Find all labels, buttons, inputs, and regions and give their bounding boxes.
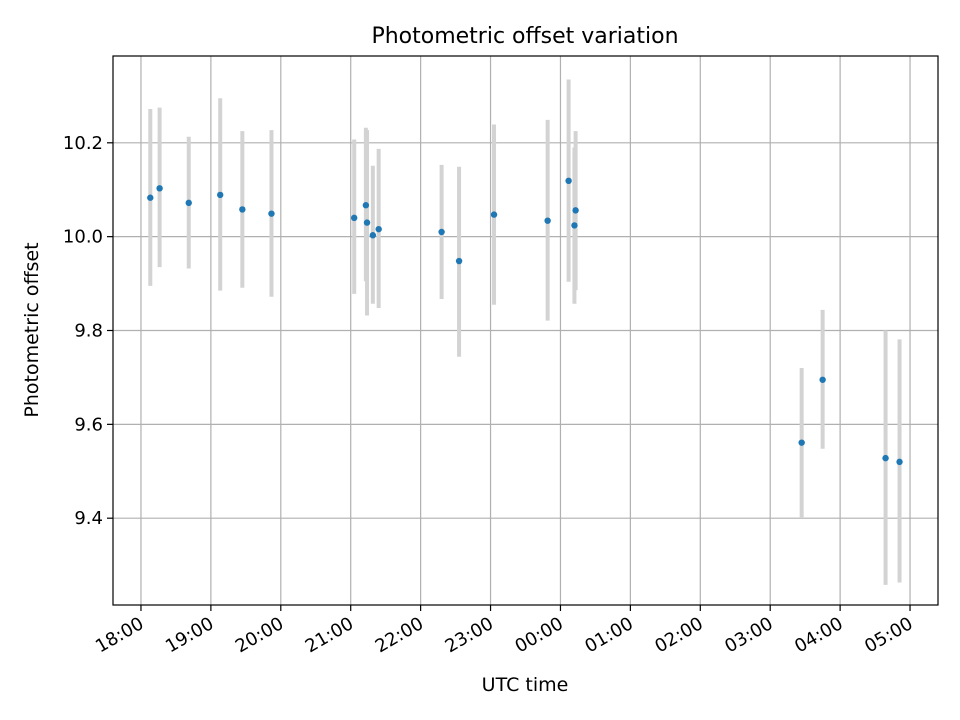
x-tick-label: 03:00 [721, 613, 776, 657]
data-point [351, 214, 358, 222]
data-point [896, 458, 903, 466]
grid [113, 56, 938, 605]
data-point [572, 207, 579, 214]
data-point [217, 191, 224, 199]
data-point [239, 206, 246, 213]
data-point [363, 219, 371, 226]
data-point [798, 439, 805, 446]
data-point [156, 185, 163, 192]
data-point [369, 232, 377, 239]
data-point [268, 210, 275, 217]
y-axis-label: Photometric offset [21, 242, 43, 417]
x-tick-label: 22:00 [372, 613, 427, 657]
data-point [544, 217, 551, 224]
data-point [571, 222, 578, 229]
data-points [147, 177, 903, 466]
data-point [362, 202, 370, 209]
y-tick-label: 9.4 [74, 508, 103, 529]
errorbars [148, 79, 902, 585]
data-point [490, 211, 498, 218]
x-tick-label: 21:00 [302, 613, 357, 657]
y-tick-label: 9.8 [74, 321, 103, 342]
x-axis-label: UTC time [482, 674, 569, 696]
x-axis-ticks: 18:00 19:00 20:00 21:00 22:00 23:00 00:00 01:00… [92, 605, 917, 657]
x-tick-label: 04:00 [791, 613, 846, 657]
y-tick-label: 9.6 [74, 414, 103, 435]
x-tick-label: 02:00 [651, 613, 706, 657]
data-point [455, 257, 463, 265]
data-point [565, 177, 572, 185]
data-point [147, 194, 154, 201]
x-tick-label: 01:00 [581, 613, 636, 657]
x-tick-label: 23:00 [442, 613, 497, 657]
data-point [882, 454, 889, 462]
data-point [438, 228, 445, 236]
chart-title: Photometric offset variation [371, 24, 678, 49]
data-point [819, 376, 826, 383]
data-point [375, 225, 382, 233]
y-tick-label: 10.2 [63, 133, 103, 154]
y-tick-label: 10.0 [63, 227, 103, 248]
data-point [185, 199, 192, 207]
x-tick-label: 00:00 [512, 613, 567, 657]
y-axis-ticks: 9.4 9.6 9.8 10.0 10.2 [63, 133, 113, 529]
x-tick-label: 19:00 [162, 613, 217, 657]
x-tick-label: 18:00 [92, 613, 147, 657]
x-tick-label: 20:00 [232, 613, 287, 657]
x-tick-label: 05:00 [861, 613, 916, 657]
